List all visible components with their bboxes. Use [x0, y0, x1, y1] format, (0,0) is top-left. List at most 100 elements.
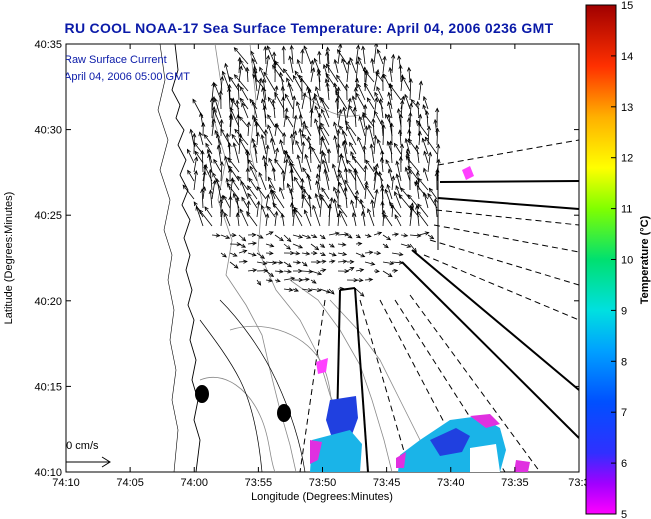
- current-vector: [283, 234, 292, 242]
- current-vector-head: [354, 77, 360, 83]
- current-vector: [423, 168, 429, 182]
- current-vector-head: [213, 97, 218, 103]
- current-vector-head: [225, 132, 230, 138]
- colorbar-tick-label: 15: [621, 0, 633, 12]
- current-vector-head: [373, 134, 378, 140]
- plot-frame: [65, 43, 580, 473]
- current-vector-head: [400, 95, 405, 101]
- current-vector: [229, 107, 240, 128]
- current-vector-head: [204, 206, 209, 211]
- current-vector-head: [399, 143, 405, 149]
- current-vector-head: [249, 98, 254, 104]
- current-vector-head: [240, 86, 245, 91]
- current-vector-head: [241, 236, 247, 242]
- current-vector-head: [376, 48, 381, 54]
- current-vector: [314, 93, 321, 110]
- current-vector: [354, 107, 357, 128]
- current-vector: [239, 116, 249, 128]
- current-vector: [261, 205, 267, 218]
- current-vector: [301, 93, 306, 110]
- current-vector-head: [348, 104, 353, 110]
- current-vector: [429, 188, 438, 200]
- current-vector: [385, 159, 393, 173]
- current-vector: [355, 288, 365, 297]
- current-vector: [199, 132, 204, 146]
- current-vector-head: [218, 90, 223, 95]
- current-vector: [346, 61, 350, 83]
- current-vector-head: [407, 66, 412, 72]
- current-vector: [228, 165, 240, 182]
- current-vector: [328, 232, 339, 236]
- current-vector: [422, 138, 429, 155]
- current-vector-head: [400, 99, 405, 105]
- current-vector: [247, 193, 258, 209]
- current-vector-head: [306, 173, 311, 179]
- current-vector-head: [341, 129, 346, 135]
- current-vector: [291, 203, 294, 218]
- current-vector-head: [316, 287, 322, 293]
- current-vector: [310, 109, 312, 128]
- current-vector-head: [279, 269, 284, 274]
- current-vector-head: [301, 120, 306, 126]
- current-vector-head: [326, 148, 332, 153]
- current-vector: [434, 198, 438, 218]
- current-vector: [407, 166, 420, 182]
- current-vector: [280, 139, 285, 155]
- current-vector: [267, 114, 276, 128]
- current-vector: [284, 94, 294, 110]
- current-vector: [301, 278, 310, 281]
- current-vector-head: [389, 261, 395, 266]
- current-vector-head: [317, 50, 322, 56]
- current-vector-head: [219, 208, 225, 214]
- current-vector-head: [204, 164, 208, 170]
- current-vector: [328, 243, 335, 248]
- current-vector: [365, 185, 375, 200]
- current-vector-head: [348, 168, 353, 174]
- current-vector-head: [296, 154, 301, 160]
- current-vector-head: [259, 66, 264, 72]
- current-vector-head: [389, 122, 394, 128]
- current-vector: [301, 189, 306, 209]
- current-vector-head: [281, 96, 286, 102]
- annotation-line-1: Raw Surface Current: [64, 54, 167, 66]
- current-vector: [228, 88, 231, 110]
- current-vector-head: [349, 267, 355, 271]
- current-vector-head: [270, 137, 275, 143]
- current-vector: [193, 170, 197, 191]
- current-vector-head: [321, 187, 326, 192]
- current-vector: [418, 131, 421, 146]
- current-vector: [337, 204, 348, 218]
- current-vector-head: [227, 157, 232, 163]
- current-vector-head: [271, 166, 276, 172]
- current-vector-head: [380, 119, 385, 125]
- current-vector-head: [369, 143, 374, 149]
- current-vector-head: [417, 177, 423, 183]
- current-vector-head: [258, 77, 263, 83]
- current-vector-head: [234, 128, 239, 134]
- current-vector-head: [268, 183, 273, 189]
- current-vector: [390, 141, 393, 164]
- current-vector: [234, 47, 249, 65]
- current-vector-head: [387, 101, 392, 106]
- current-vector: [344, 140, 348, 155]
- current-vector-head: [254, 121, 259, 127]
- current-vector-head: [251, 57, 256, 63]
- current-vector: [320, 122, 330, 137]
- current-vector: [321, 187, 330, 200]
- current-vector-head: [311, 95, 317, 101]
- current-vector-head: [325, 46, 330, 52]
- current-vector: [351, 155, 366, 173]
- current-vector: [319, 126, 330, 146]
- current-vector: [383, 214, 393, 227]
- current-vector: [263, 72, 276, 92]
- current-vector: [283, 68, 294, 83]
- colorbar-ticks: 15 14 13 12 11 10 9 8 7 6 5: [611, 0, 633, 519]
- current-vector-head: [284, 93, 289, 99]
- x-axis-title: Longitude (Degrees:Minutes): [251, 491, 393, 503]
- current-vector: [426, 110, 429, 128]
- x-tick-label: 73:40: [437, 477, 465, 489]
- current-vector: [274, 234, 284, 241]
- current-vector-head: [189, 128, 194, 134]
- current-vector-head: [284, 107, 289, 113]
- current-vector-head: [215, 233, 221, 238]
